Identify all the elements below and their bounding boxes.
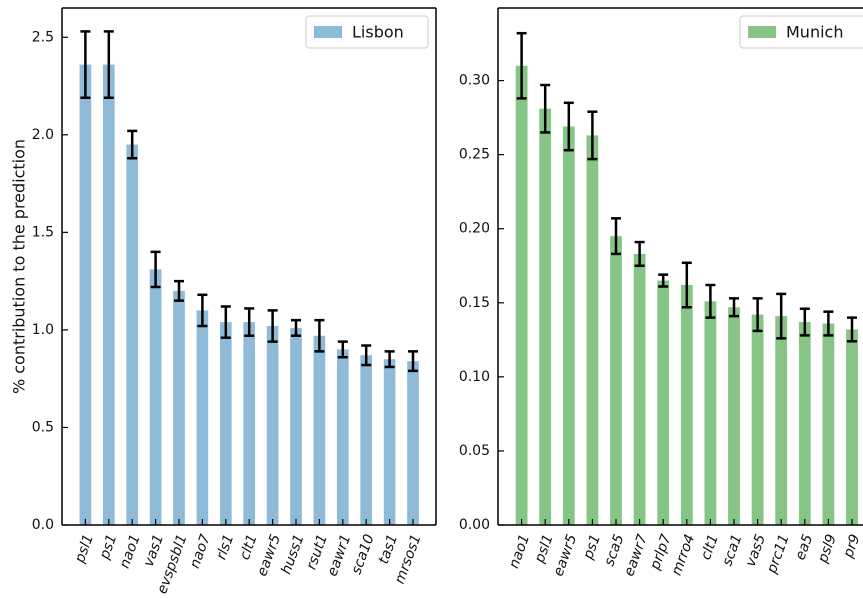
error-bar bbox=[291, 318, 301, 338]
bar bbox=[336, 349, 349, 525]
legend-swatch bbox=[314, 26, 342, 38]
y-tick-label: 0.20 bbox=[459, 221, 490, 237]
x-tick-label: sca1 bbox=[719, 532, 745, 568]
error-bar bbox=[847, 316, 857, 343]
error-bar bbox=[823, 310, 834, 337]
bar bbox=[515, 65, 528, 526]
x-tick-label: ps1 bbox=[96, 532, 120, 562]
y-tick-label: 2.0 bbox=[32, 127, 54, 143]
bar bbox=[728, 307, 740, 525]
bar bbox=[704, 301, 717, 525]
bar bbox=[196, 310, 209, 525]
legend-label: Lisbon bbox=[352, 23, 404, 42]
bar bbox=[313, 335, 326, 525]
error-bar bbox=[752, 297, 763, 333]
error-bar bbox=[658, 273, 669, 288]
y-tick-label: 0.10 bbox=[459, 369, 490, 385]
bar bbox=[407, 361, 419, 525]
error-bar bbox=[408, 350, 418, 373]
bar bbox=[102, 64, 115, 525]
x-tick-label: psl1 bbox=[72, 532, 97, 566]
error-bar bbox=[540, 83, 551, 134]
y-tick-label: 1.0 bbox=[32, 322, 54, 338]
x-tick-label: psl9 bbox=[815, 532, 840, 566]
bar bbox=[798, 322, 811, 525]
bar bbox=[775, 316, 788, 525]
y-tick-label: 0.5 bbox=[32, 419, 54, 435]
error-bar bbox=[267, 309, 278, 343]
x-tick-label: ea5 bbox=[792, 532, 816, 562]
error-bar bbox=[361, 344, 372, 367]
error-bar bbox=[611, 217, 621, 256]
bar bbox=[360, 355, 373, 525]
bar bbox=[79, 64, 92, 525]
error-bar bbox=[197, 293, 208, 328]
bar bbox=[680, 285, 693, 525]
error-bar bbox=[729, 297, 739, 318]
error-bar bbox=[314, 318, 325, 353]
x-tick-label: clt1 bbox=[698, 532, 722, 562]
error-bar bbox=[776, 292, 787, 340]
y-axis-label: % contribution to the prediction bbox=[10, 139, 29, 394]
bar bbox=[173, 290, 185, 525]
x-tick-label: nao1 bbox=[117, 532, 144, 570]
x-tick-label: rls1 bbox=[213, 532, 237, 562]
bar bbox=[657, 280, 670, 525]
error-bar bbox=[337, 340, 348, 359]
error-bar bbox=[705, 283, 716, 319]
bar bbox=[846, 329, 858, 525]
error-bar bbox=[634, 240, 645, 268]
y-tick-label: 0.00 bbox=[459, 517, 490, 533]
error-bar bbox=[174, 279, 184, 302]
legend-box bbox=[305, 15, 429, 49]
error-bar bbox=[244, 307, 255, 338]
bar bbox=[266, 326, 279, 525]
x-tick-label: ps1 bbox=[580, 532, 604, 562]
x-tick-label: clt1 bbox=[237, 532, 261, 562]
error-bar bbox=[516, 31, 527, 100]
x-tick-label: sca5 bbox=[601, 532, 627, 568]
x-tick-label: nao7 bbox=[187, 532, 214, 570]
legend-box bbox=[739, 15, 863, 49]
error-bar bbox=[799, 307, 810, 337]
error-bar bbox=[80, 30, 91, 99]
bar bbox=[751, 314, 764, 525]
bar bbox=[822, 323, 835, 525]
bar bbox=[219, 322, 232, 525]
bar bbox=[562, 126, 575, 526]
x-tick-label: pr9 bbox=[840, 532, 863, 561]
x-tick-label: tas1 bbox=[376, 532, 401, 566]
x-tick-label: nao1 bbox=[506, 532, 533, 570]
bar bbox=[610, 236, 622, 525]
bar bbox=[290, 327, 302, 525]
bar bbox=[586, 135, 599, 525]
error-bar bbox=[681, 261, 692, 309]
error-bar bbox=[220, 305, 231, 339]
bar bbox=[633, 253, 646, 525]
error-bar bbox=[150, 250, 161, 289]
y-tick-label: 1.5 bbox=[32, 224, 54, 240]
y-tick-label: 0.0 bbox=[32, 517, 54, 533]
x-tick-label: psl1 bbox=[531, 532, 556, 566]
bar bbox=[149, 269, 162, 525]
y-tick-label: 0.30 bbox=[459, 73, 490, 89]
error-bar bbox=[563, 101, 574, 152]
x-tick-label: vas5 bbox=[743, 532, 769, 569]
bar bbox=[539, 108, 552, 525]
y-tick-label: 2.5 bbox=[32, 29, 54, 45]
error-bar bbox=[384, 350, 395, 369]
y-tick-label: 0.05 bbox=[459, 443, 490, 459]
bar bbox=[126, 144, 139, 525]
legend-label: Munich bbox=[786, 23, 843, 42]
bar bbox=[383, 359, 396, 525]
bar bbox=[243, 322, 256, 525]
error-bar bbox=[587, 110, 598, 161]
error-bar bbox=[103, 30, 114, 99]
error-bar bbox=[127, 129, 138, 160]
y-tick-label: 0.15 bbox=[459, 295, 490, 311]
legend-swatch bbox=[748, 26, 776, 38]
y-tick-label: 0.25 bbox=[459, 147, 490, 163]
